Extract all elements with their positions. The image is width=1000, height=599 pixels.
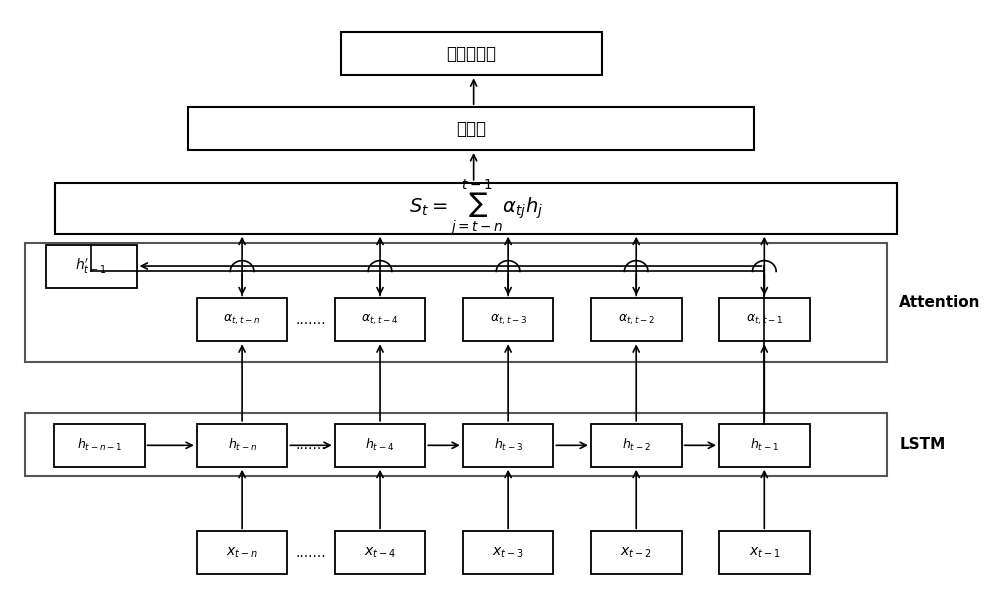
Text: $\alpha_{t,t-3}$: $\alpha_{t,t-3}$ xyxy=(490,313,527,327)
Bar xyxy=(25,243,887,362)
Bar xyxy=(341,32,602,75)
Text: $x_{t-3}$: $x_{t-3}$ xyxy=(492,546,524,560)
Text: $h^{\prime}_{t-1}$: $h^{\prime}_{t-1}$ xyxy=(75,256,107,276)
Bar xyxy=(335,531,425,574)
Bar xyxy=(719,531,810,574)
Bar xyxy=(591,531,682,574)
Bar xyxy=(197,531,287,574)
Bar xyxy=(335,424,425,467)
Text: $h_{t-n}$: $h_{t-n}$ xyxy=(228,437,257,453)
Text: LSTM: LSTM xyxy=(899,437,946,452)
Bar xyxy=(55,183,897,234)
Text: .......: ....... xyxy=(296,546,326,560)
Text: $\alpha_{t,t-n}$: $\alpha_{t,t-n}$ xyxy=(223,313,261,327)
Bar xyxy=(54,424,145,467)
Text: Attention: Attention xyxy=(899,295,981,310)
Text: $h_{t-4}$: $h_{t-4}$ xyxy=(365,437,395,453)
Text: $\alpha_{t,t-1}$: $\alpha_{t,t-1}$ xyxy=(746,313,783,327)
Bar xyxy=(591,424,682,467)
Bar xyxy=(197,298,287,341)
Text: $x_{t-4}$: $x_{t-4}$ xyxy=(364,546,396,560)
Text: $\alpha_{t,t-2}$: $\alpha_{t,t-2}$ xyxy=(618,313,655,327)
Text: $x_{t-2}$: $x_{t-2}$ xyxy=(620,546,652,560)
Text: $h_{t-3}$: $h_{t-3}$ xyxy=(494,437,523,453)
Text: $\alpha_{t,t-4}$: $\alpha_{t,t-4}$ xyxy=(361,313,399,327)
Bar xyxy=(463,424,553,467)
Bar xyxy=(719,298,810,341)
Text: $h_{t-1}$: $h_{t-1}$ xyxy=(750,437,779,453)
Text: $S_t = \sum_{j=t-n}^{t-1} \alpha_{tj} h_j$: $S_t = \sum_{j=t-n}^{t-1} \alpha_{tj} h_… xyxy=(409,179,543,238)
Text: $h_{t-2}$: $h_{t-2}$ xyxy=(622,437,651,453)
Text: 解码器: 解码器 xyxy=(456,120,486,138)
Text: .......: ....... xyxy=(296,438,326,452)
Bar xyxy=(46,244,137,288)
Text: $x_{t-1}$: $x_{t-1}$ xyxy=(749,546,780,560)
Bar xyxy=(463,298,553,341)
Bar xyxy=(188,107,754,150)
Text: 输出预测值: 输出预测值 xyxy=(446,45,496,63)
Bar xyxy=(197,424,287,467)
Bar xyxy=(591,298,682,341)
Text: $h_{t-n-1}$: $h_{t-n-1}$ xyxy=(77,437,122,453)
Bar xyxy=(463,531,553,574)
Bar xyxy=(719,424,810,467)
Bar xyxy=(25,413,887,476)
Bar xyxy=(335,298,425,341)
Text: $x_{t-n}$: $x_{t-n}$ xyxy=(226,546,258,560)
Text: .......: ....... xyxy=(296,313,326,327)
